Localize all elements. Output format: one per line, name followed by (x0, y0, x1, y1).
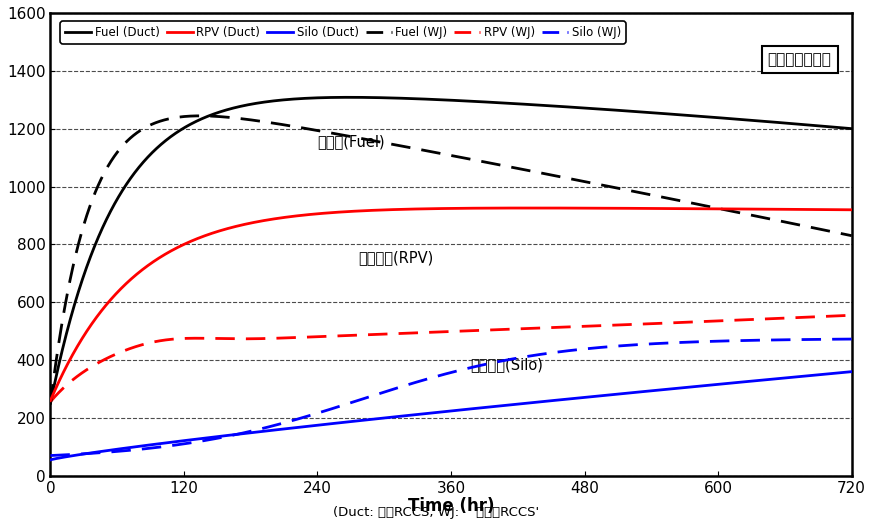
Text: (Duct: 덕트RCCS, WJ:    물재킷RCCS': (Duct: 덕트RCCS, WJ: 물재킷RCCS' (333, 506, 540, 519)
X-axis label: Time (hr): Time (hr) (408, 497, 494, 515)
Text: 압력용기(RPV): 압력용기(RPV) (358, 250, 433, 265)
Legend: Fuel (Duct), RPV (Duct), Silo (Duct), Fuel (WJ), RPV (WJ), Silo (WJ): Fuel (Duct), RPV (Duct), Silo (Duct), Fu… (60, 21, 626, 44)
Text: 가압열전도사고: 가압열전도사고 (767, 52, 832, 67)
Text: 콘크리트(Silo): 콘크리트(Silo) (471, 357, 543, 372)
Text: 핵연료(Fuel): 핵연료(Fuel) (317, 134, 385, 149)
